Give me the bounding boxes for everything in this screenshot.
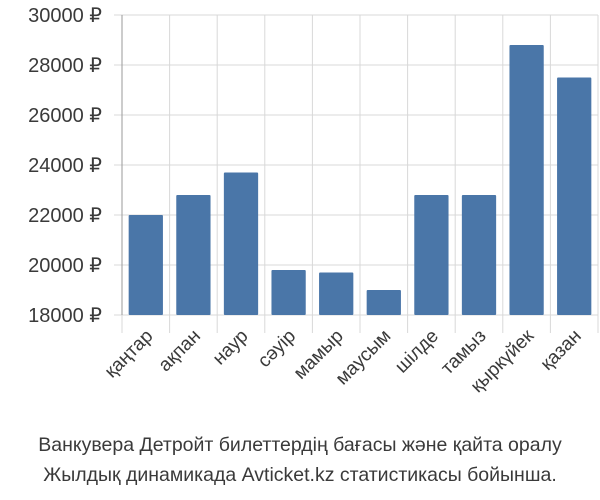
chart-caption-line-2: Жылдық динамикада Avticket.kz статистика…	[43, 464, 557, 486]
x-tick-label: ақпан	[155, 326, 205, 376]
y-tick-label: 30000 ₽	[28, 5, 102, 27]
x-tick-label: қазан	[537, 326, 586, 375]
y-tick-label: 18000 ₽	[28, 305, 102, 327]
bar-4	[271, 270, 306, 315]
y-tick-label: 24000 ₽	[28, 155, 102, 177]
x-tick-label: шілде	[391, 326, 443, 378]
grid-layer	[114, 14, 599, 333]
y-tick-label: 20000 ₽	[28, 255, 102, 277]
y-tick-label: 22000 ₽	[28, 205, 102, 227]
bar-5	[319, 272, 354, 315]
bars-layer	[128, 45, 592, 315]
bar-9	[509, 45, 544, 315]
bar-3	[223, 172, 259, 315]
bar-2	[176, 195, 211, 315]
bar-1	[128, 215, 163, 315]
bar-7	[414, 195, 449, 315]
x-tick-label: қаңтар	[101, 326, 158, 383]
x-tick-label: наур	[209, 326, 253, 370]
y-tick-label: 26000 ₽	[28, 105, 102, 127]
y-tick-label: 28000 ₽	[28, 55, 102, 77]
chart-caption-line-1: Ванкувера Детройт билеттердің бағасы жән…	[38, 434, 562, 456]
bar-10	[557, 77, 592, 315]
bar-chart: 18000 ₽ 20000 ₽ 22000 ₽ 24000 ₽ 26000 ₽ 28000…	[28, 5, 599, 397]
y-tick-labels: 18000 ₽ 20000 ₽ 22000 ₽ 24000 ₽ 26000 ₽ 28000…	[28, 5, 102, 327]
bar-6	[366, 290, 401, 315]
bar-8	[461, 195, 497, 315]
